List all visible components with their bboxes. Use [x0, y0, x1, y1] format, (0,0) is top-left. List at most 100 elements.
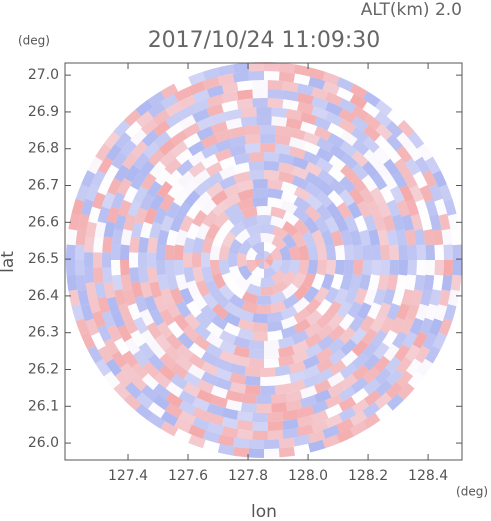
echo-cell [252, 322, 268, 333]
echo-cell [362, 366, 380, 384]
echo-cell [68, 213, 81, 231]
echo-cell [205, 223, 221, 241]
echo-cell [149, 161, 166, 179]
echo-cell [267, 320, 284, 332]
echo-cell [236, 98, 253, 110]
echo-cell [264, 70, 280, 81]
echo-cell [223, 301, 241, 317]
echo-cell [347, 301, 363, 319]
echo-cell [252, 430, 268, 441]
echo-cell [124, 164, 141, 183]
echo-cell [196, 126, 214, 141]
echo-cell [349, 274, 362, 291]
echo-cell [147, 101, 166, 118]
echo-cell [382, 329, 398, 348]
echo-cell [95, 358, 112, 377]
echo-cell [325, 244, 336, 260]
echo-cell [138, 236, 149, 253]
echo-cell [142, 141, 160, 159]
echo-cell [330, 273, 344, 291]
echo-cell [407, 371, 425, 389]
echo-cell [307, 244, 318, 260]
echo-cell [327, 371, 345, 388]
echo-cell [267, 311, 284, 323]
echo-cell [93, 267, 104, 284]
echo-cell [289, 379, 306, 393]
echo-cell [382, 214, 396, 232]
echo-cell [368, 229, 380, 246]
echo-cell [285, 108, 303, 121]
echo-cell [254, 253, 264, 260]
echo-cell [438, 213, 451, 231]
echo-cell [252, 88, 268, 99]
echo-cell [336, 77, 354, 92]
echo-cell [248, 152, 264, 162]
echo-cell [363, 149, 381, 167]
echo-cell [282, 294, 300, 310]
echo-cell [278, 437, 296, 449]
echo-cell [77, 213, 90, 231]
echo-cell [237, 198, 254, 212]
echo-cell [93, 236, 104, 253]
echo-cell [90, 170, 106, 188]
echo-cell [327, 382, 345, 398]
echo-cell [264, 253, 274, 260]
echo-cell [149, 281, 162, 299]
x-tick-label: 128.2 [348, 468, 388, 484]
echo-cell [362, 161, 379, 179]
echo-cell [156, 244, 166, 260]
echo-cell [202, 67, 220, 81]
echo-cell [315, 346, 334, 363]
echo-cell [138, 267, 149, 284]
echo-cell [278, 336, 295, 349]
echo-cell [351, 116, 369, 132]
chart-title: 2017/10/24 11:09:30 [148, 28, 381, 53]
echo-cell [205, 332, 224, 349]
echo-cell [260, 125, 276, 135]
echo-cell [362, 244, 372, 260]
echo-cell [140, 384, 159, 402]
echo-cell [375, 379, 393, 397]
echo-cell [221, 272, 237, 289]
echo-cell [201, 351, 219, 367]
echo-cell [165, 402, 183, 419]
echo-cell [105, 143, 122, 162]
echo-cell [251, 242, 264, 254]
echo-cell [182, 178, 200, 196]
echo-cell [124, 109, 142, 127]
echo-cell [419, 184, 434, 203]
echo-cell [102, 267, 113, 284]
echo-cell [140, 329, 157, 348]
echo-cell [405, 198, 420, 217]
echo-cell [384, 356, 402, 374]
echo-cell [264, 170, 280, 181]
echo-cell [170, 130, 188, 147]
echo-cell [394, 158, 411, 176]
echo-cell [316, 137, 334, 153]
x-axis-label: lon [251, 502, 277, 521]
echo-cell [236, 410, 253, 422]
echo-cell [316, 357, 334, 373]
echo-cell [317, 169, 335, 186]
echo-cell [97, 206, 111, 224]
echo-cell [280, 190, 298, 205]
echo-cell [252, 97, 268, 108]
echo-cell [244, 134, 261, 145]
echo-cell [248, 160, 264, 172]
echo-cell [336, 86, 354, 102]
echo-cell [159, 352, 177, 370]
echo-cell [338, 406, 357, 422]
echo-cell [120, 362, 137, 381]
echo-cell [221, 91, 239, 104]
echo-cell [264, 266, 277, 278]
echo-cell [267, 80, 284, 90]
echo-cell [136, 392, 154, 410]
echo-cell [149, 193, 165, 212]
echo-cell [66, 229, 78, 246]
echo-cell [297, 244, 310, 260]
echo-cell [219, 165, 237, 180]
echo-cell [103, 164, 120, 182]
echo-cell [256, 107, 272, 117]
echo-cell [349, 229, 362, 246]
echo-cell [301, 230, 316, 248]
